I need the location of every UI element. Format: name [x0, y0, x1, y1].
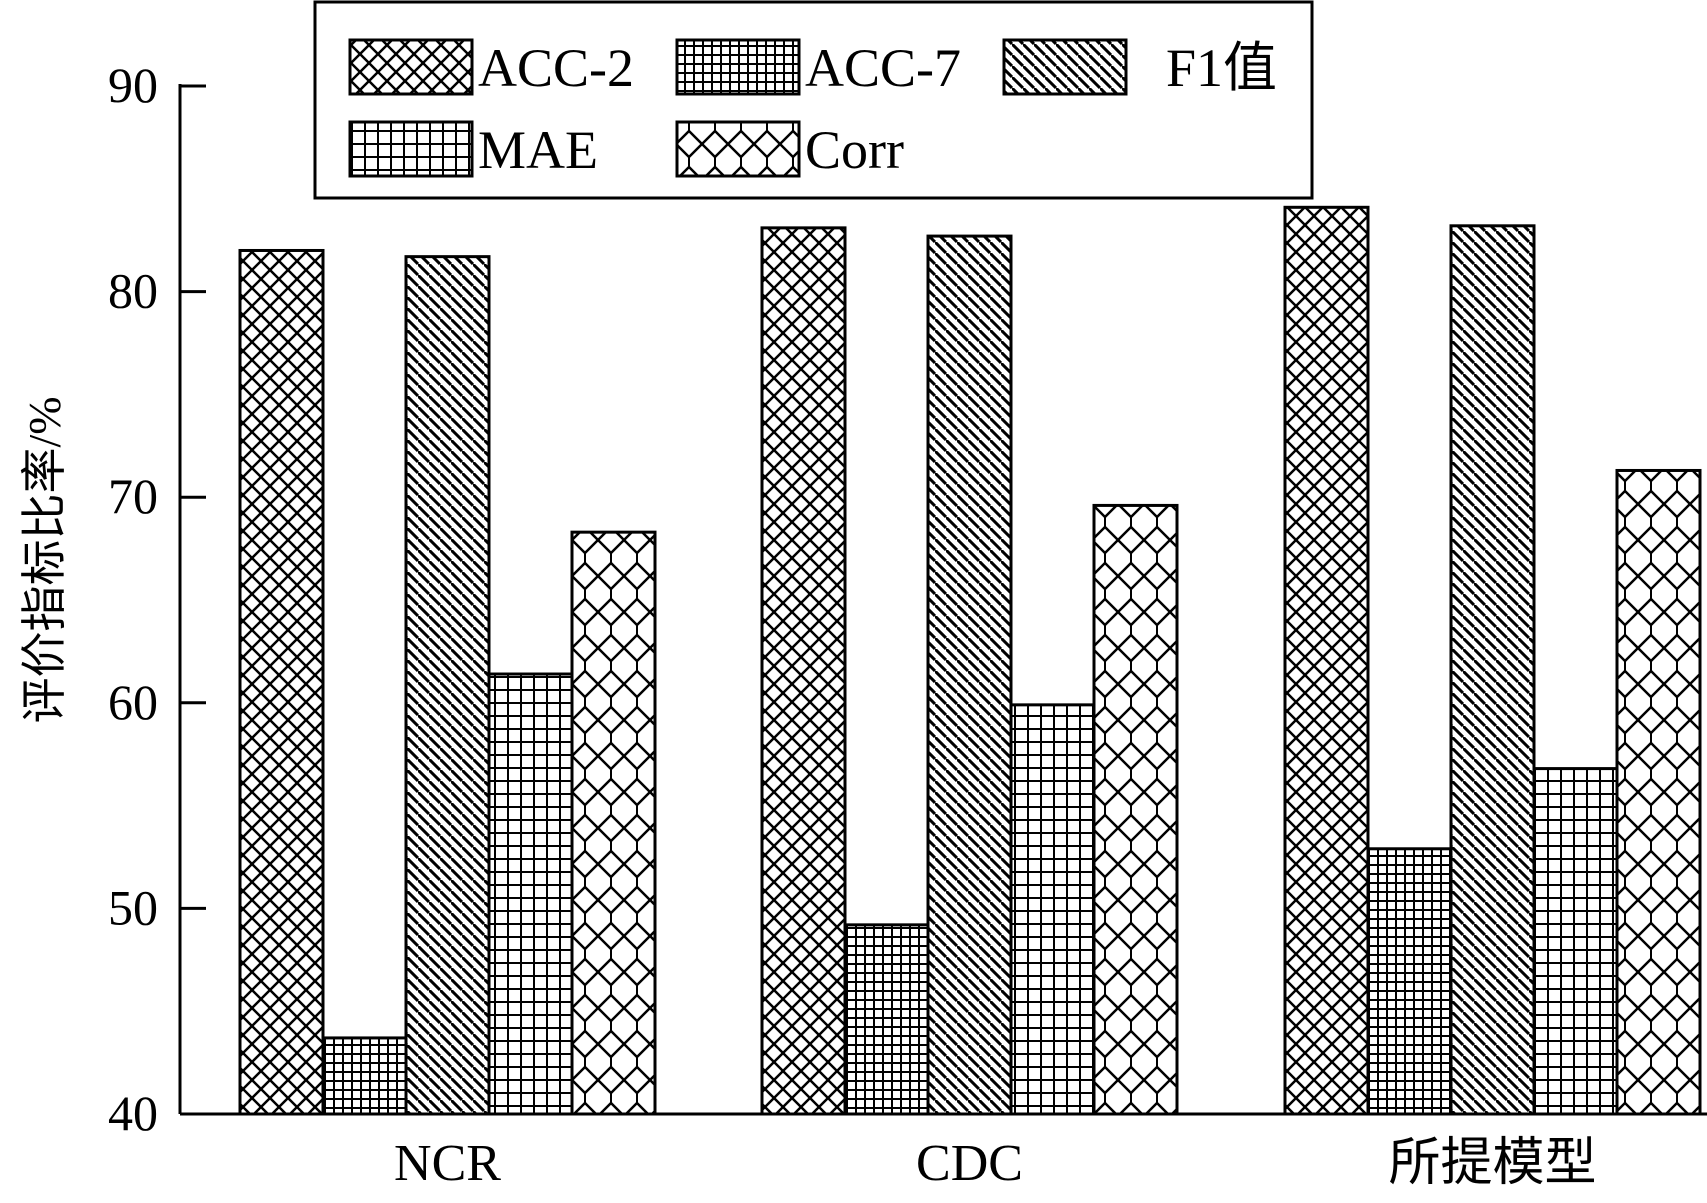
- y-tick-label-50: 50: [108, 879, 158, 935]
- bar-ACC-7-CDC: [843, 923, 930, 1116]
- legend-label-ACC-7: ACC-7: [805, 38, 961, 98]
- y-tick-label-90: 90: [108, 57, 158, 113]
- bars-layer: [238, 205, 1702, 1116]
- y-tick-label-60: 60: [108, 674, 158, 730]
- legend-label-Corr: Corr: [805, 120, 904, 180]
- bar-Corr-所提模型: [1615, 468, 1702, 1116]
- bar-ACC-7-NCR: [321, 1036, 408, 1116]
- legend-label-F1值: F1值: [1166, 38, 1277, 98]
- y-axis-title: 评价指标比率/%: [19, 396, 70, 723]
- bar-Corr-NCR: [570, 530, 657, 1116]
- bar-ACC-2-CDC: [760, 226, 847, 1116]
- legend-swatch-Corr: [675, 120, 801, 178]
- bar-MAE-CDC: [1009, 703, 1096, 1116]
- legend-swatch-F1值: [1002, 38, 1128, 96]
- x-tick-label-0: NCR: [394, 1135, 501, 1192]
- bar-ACC-2-NCR: [238, 248, 325, 1116]
- bar-ACC-7-所提模型: [1366, 847, 1453, 1116]
- bar-F1值-CDC: [926, 234, 1013, 1116]
- y-tick-label-40: 40: [108, 1085, 158, 1141]
- x-tick-label-2: 所提模型: [1388, 1135, 1596, 1192]
- axes-layer: 40 50 60 70 80 90 NCR CDC 所提模型: [108, 57, 1707, 1192]
- bar-F1值-所提模型: [1449, 224, 1536, 1116]
- bar-MAE-NCR: [487, 672, 574, 1116]
- bar-MAE-所提模型: [1532, 767, 1619, 1116]
- y-tick-label-80: 80: [108, 263, 158, 319]
- bar-ACC-2-所提模型: [1283, 205, 1370, 1116]
- legend-label-ACC-2: ACC-2: [478, 38, 634, 98]
- legend-label-MAE: MAE: [478, 120, 598, 180]
- legend-box: [313, 0, 1314, 200]
- legend-swatch-MAE: [348, 120, 474, 178]
- bar-Corr-CDC: [1092, 503, 1179, 1116]
- x-tick-label-1: CDC: [916, 1135, 1023, 1192]
- bar-F1值-NCR: [404, 255, 491, 1116]
- legend-swatch-ACC-2: [348, 38, 474, 96]
- legend-swatch-ACC-7: [675, 38, 801, 96]
- legend: ACC-2 ACC-7 F1值 MAE Corr: [313, 0, 1314, 200]
- y-tick-label-70: 70: [108, 468, 158, 524]
